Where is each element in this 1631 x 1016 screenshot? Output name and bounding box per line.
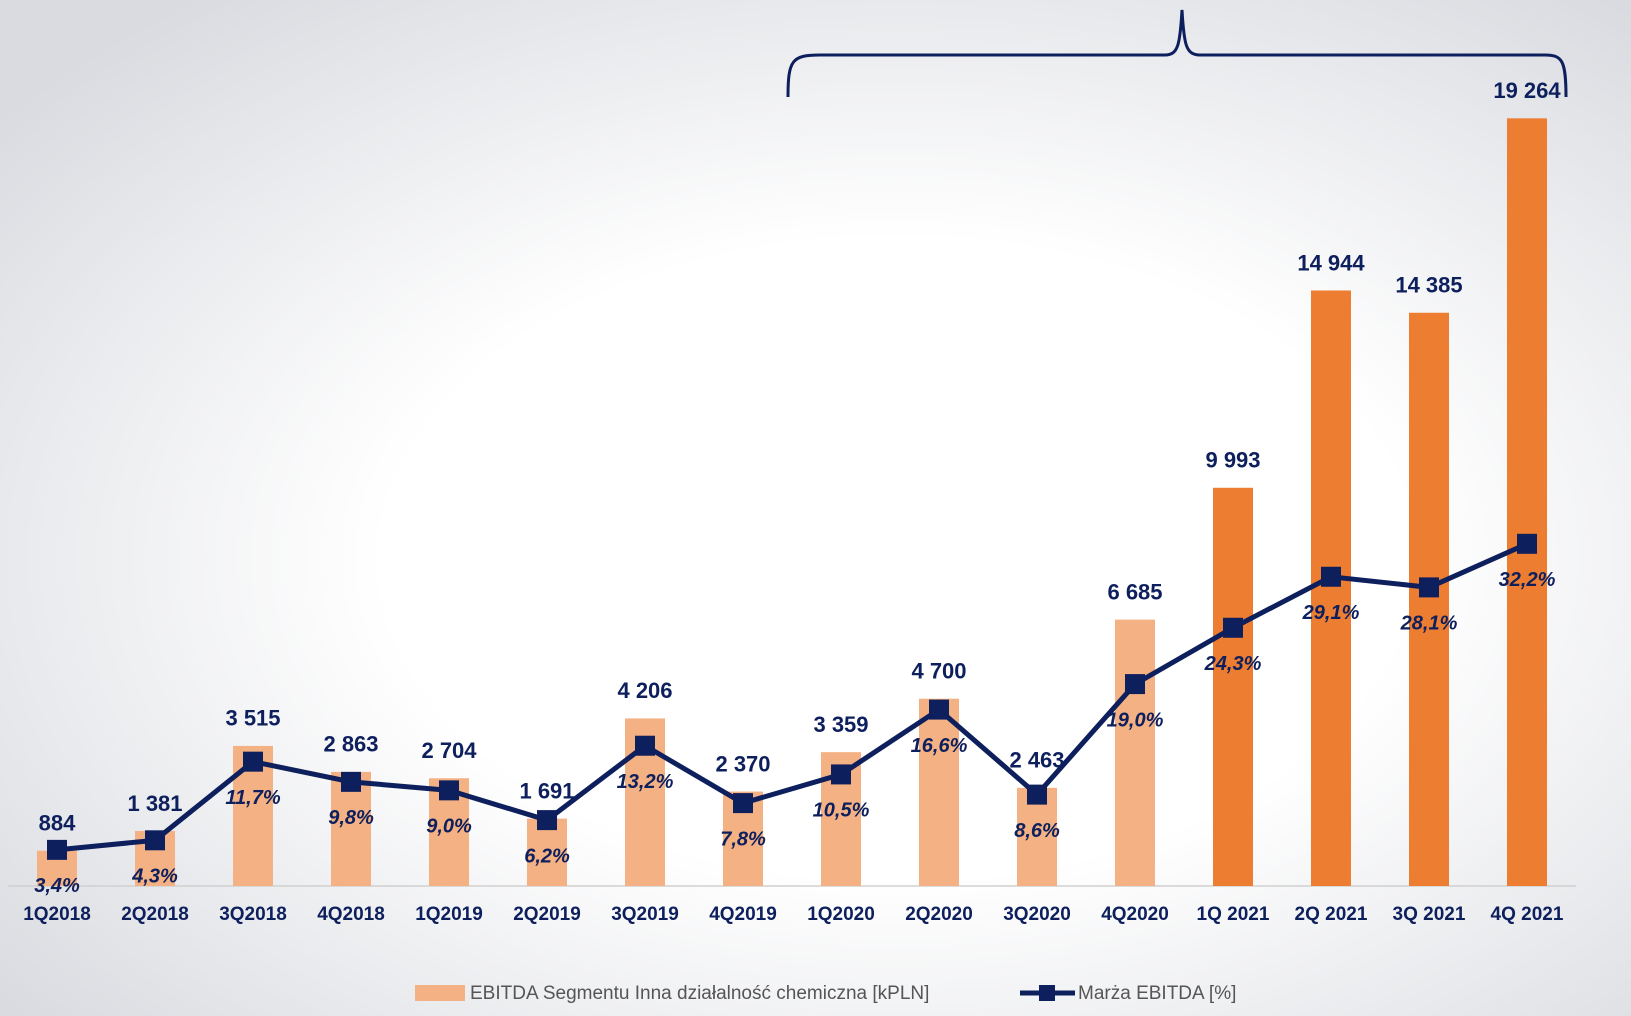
line <box>56 541 1529 853</box>
line-marker <box>47 839 67 860</box>
bar <box>1507 118 1547 887</box>
x-tick-label: 3Q2020 <box>1003 904 1071 925</box>
line-value-label: 29,1% <box>1302 602 1360 624</box>
bar-value-label: 4 700 <box>911 659 966 684</box>
legend-swatch <box>415 985 465 1001</box>
bar-value-label: 2 463 <box>1009 748 1064 773</box>
x-tick-label: 2Q 2021 <box>1295 904 1368 925</box>
line-value-label: 19,0% <box>1107 709 1164 731</box>
bar-value-label: 3 515 <box>225 706 280 731</box>
line-marker <box>1223 617 1243 638</box>
x-tick-label: 2Q2019 <box>513 904 581 925</box>
bar <box>1409 312 1449 886</box>
line-marker <box>145 830 165 851</box>
line-value-label: 9,0% <box>426 816 472 838</box>
bar <box>1115 619 1155 886</box>
line-value-label: 8,6% <box>1014 820 1060 842</box>
line-marker <box>831 764 851 785</box>
line-marker <box>635 735 655 756</box>
line-marker <box>1321 566 1341 587</box>
line-value-label: 11,7% <box>225 787 280 809</box>
bar <box>919 698 959 886</box>
line-marker <box>733 793 753 814</box>
x-tick-label: 1Q2019 <box>415 904 483 925</box>
x-tick-label: 1Q 2021 <box>1197 904 1270 925</box>
bar-value-label: 14 944 <box>1297 250 1365 275</box>
line-value-label: 10,5% <box>813 800 870 822</box>
legend: EBITDA Segmentu Inna działalność chemicz… <box>415 983 1236 1004</box>
line-value-label: 3,4% <box>34 875 80 897</box>
line-marker <box>1125 674 1145 695</box>
legend-label: EBITDA Segmentu Inna działalność chemicz… <box>470 983 929 1004</box>
bar-value-label: 2 370 <box>715 751 770 776</box>
line-value-label: 24,3% <box>1204 653 1262 675</box>
x-tick-label: 4Q2018 <box>317 904 385 925</box>
x-tick-label: 1Q2018 <box>23 904 91 925</box>
line-marker <box>929 699 949 720</box>
x-tick-label: 4Q 2021 <box>1491 904 1564 925</box>
line-marker <box>1419 577 1439 598</box>
legend-label: Marża EBITDA [%] <box>1078 983 1236 1004</box>
line-marker <box>537 810 557 831</box>
line-value-label: 9,8% <box>328 807 374 829</box>
line-value-label: 6,2% <box>524 845 570 867</box>
x-tick-label: 3Q2019 <box>611 904 679 925</box>
bar-value-label: 1 381 <box>127 791 182 816</box>
x-tick-label: 3Q 2021 <box>1393 904 1466 925</box>
bar-value-label: 1 691 <box>519 778 574 803</box>
x-tick-label: 2Q2020 <box>905 904 973 925</box>
line-marker <box>341 771 361 792</box>
bar-value-label: 6 685 <box>1107 579 1162 604</box>
x-tick-label: 4Q2020 <box>1101 904 1169 925</box>
legend-marker <box>1039 985 1055 1001</box>
x-tick-label: 2Q2018 <box>121 904 189 925</box>
x-tick-label: 1Q2020 <box>807 904 875 925</box>
line-value-label: 16,6% <box>911 735 968 757</box>
bar-value-label: 14 385 <box>1395 273 1462 298</box>
bar-value-label: 19 264 <box>1493 78 1561 103</box>
bar-value-label: 2 863 <box>323 732 378 757</box>
line-value-label: 7,8% <box>720 828 766 850</box>
x-tick-label: 3Q2018 <box>219 904 287 925</box>
line-value-label: 4,3% <box>131 866 178 888</box>
bar-value-label: 2 704 <box>421 738 477 763</box>
line-marker <box>1027 784 1047 805</box>
bar-value-label: 9 993 <box>1205 448 1260 473</box>
line-value-label: 13,2% <box>617 771 674 793</box>
bracket <box>786 9 1568 98</box>
line-value-label: 28,1% <box>1400 613 1458 635</box>
line-marker <box>243 751 263 772</box>
line-marker <box>439 780 459 801</box>
bar <box>1311 290 1351 887</box>
x-tick-label: 4Q2019 <box>709 904 777 925</box>
bar <box>1213 487 1253 886</box>
bar-value-label: 3 359 <box>813 712 868 737</box>
bar-value-label: 4 206 <box>617 678 672 703</box>
bar-value-label: 884 <box>39 811 76 836</box>
line-marker <box>1517 533 1537 554</box>
line-value-label: 32,2% <box>1499 569 1556 591</box>
